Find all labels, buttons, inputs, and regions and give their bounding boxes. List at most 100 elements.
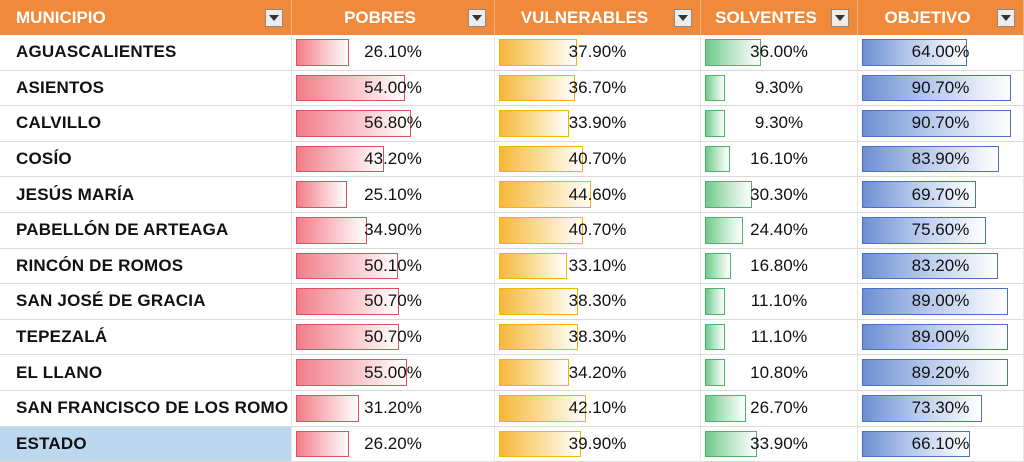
cell-vulnerables[interactable]: 33.90% xyxy=(495,106,701,142)
cell-solventes[interactable]: 9.30% xyxy=(701,70,858,107)
filter-dropdown-icon[interactable] xyxy=(674,8,692,27)
cell-pobres[interactable]: 31.20% xyxy=(292,390,495,427)
cell-municipio[interactable]: PABELLÓN DE ARTEAGA xyxy=(0,212,292,249)
cell-vulnerables[interactable]: 38.30% xyxy=(495,284,701,320)
filter-dropdown-icon[interactable] xyxy=(997,8,1015,27)
cell-vulnerables[interactable]: 38.30% xyxy=(495,319,701,356)
header-pobres: POBRES xyxy=(292,0,495,35)
cell-vulnerables[interactable]: 40.70% xyxy=(495,212,701,249)
cell-pobres[interactable]: 43.20% xyxy=(292,141,495,178)
filter-dropdown-icon[interactable] xyxy=(468,8,486,27)
cell-municipio[interactable]: SAN FRANCISCO DE LOS ROMO xyxy=(0,390,292,427)
filter-dropdown-icon[interactable] xyxy=(265,8,283,27)
cell-value: 40.70% xyxy=(568,149,627,169)
cell-solventes[interactable]: 33.90% xyxy=(701,426,858,462)
cell-value: 83.20% xyxy=(911,255,970,275)
cell-municipio[interactable]: COSÍO xyxy=(0,141,292,178)
cell-value: 38.30% xyxy=(568,327,627,347)
cell-objetivo[interactable]: 64.00% xyxy=(858,35,1024,71)
cell-pobres[interactable]: 34.90% xyxy=(292,212,495,249)
cell-vulnerables[interactable]: 42.10% xyxy=(495,390,701,427)
cell-municipio[interactable]: JESÚS MARÍA xyxy=(0,177,292,213)
cell-objetivo[interactable]: 89.00% xyxy=(858,284,1024,320)
data-bar xyxy=(499,394,586,422)
cell-objetivo[interactable]: 75.60% xyxy=(858,212,1024,249)
cell-solventes[interactable]: 16.80% xyxy=(701,248,858,285)
cell-vulnerables[interactable]: 36.70% xyxy=(495,70,701,107)
cell-vulnerables[interactable]: 39.90% xyxy=(495,426,701,462)
data-bar xyxy=(296,252,398,280)
cell-objetivo[interactable]: 90.70% xyxy=(858,70,1024,107)
cell-value: 11.10% xyxy=(750,291,808,311)
cell-municipio[interactable]: TEPEZALÁ xyxy=(0,319,292,356)
cell-objetivo[interactable]: 83.90% xyxy=(858,141,1024,178)
cell-vulnerables[interactable]: 40.70% xyxy=(495,141,701,178)
cell-municipio[interactable]: CALVILLO xyxy=(0,106,292,142)
cell-municipio[interactable]: AGUASCALIENTES xyxy=(0,35,292,71)
cell-municipio[interactable]: EL LLANO xyxy=(0,355,292,391)
cell-objetivo[interactable]: 90.70% xyxy=(858,106,1024,142)
cell-value: 31.20% xyxy=(364,398,422,418)
cell-solventes[interactable]: 16.10% xyxy=(701,141,858,178)
data-bar xyxy=(296,430,349,458)
data-bar xyxy=(862,110,1011,137)
cell-solventes[interactable]: 10.80% xyxy=(701,355,858,391)
cell-value: 54.00% xyxy=(364,77,422,97)
cell-vulnerables[interactable]: 34.20% xyxy=(495,355,701,391)
header-vulnerables: VULNERABLES xyxy=(495,0,701,35)
cell-pobres[interactable]: 50.10% xyxy=(292,248,495,285)
cell-municipio[interactable]: ASIENTOS xyxy=(0,70,292,107)
data-bar xyxy=(705,74,725,102)
cell-value: 75.60% xyxy=(911,220,970,240)
cell-pobres[interactable]: 50.70% xyxy=(292,319,495,356)
data-bar xyxy=(705,216,743,244)
data-bar xyxy=(499,359,569,386)
cell-municipio[interactable]: RINCÓN DE ROMOS xyxy=(0,248,292,285)
cell-objetivo[interactable]: 89.20% xyxy=(858,355,1024,391)
cell-objetivo[interactable]: 89.00% xyxy=(858,319,1024,356)
cell-solventes[interactable]: 26.70% xyxy=(701,390,858,427)
data-bar xyxy=(499,252,567,280)
cell-value: 55.00% xyxy=(364,362,422,382)
data-bar xyxy=(862,288,1008,315)
header-solventes: SOLVENTES xyxy=(701,0,858,35)
cell-solventes[interactable]: 11.10% xyxy=(701,284,858,320)
cell-pobres[interactable]: 54.00% xyxy=(292,70,495,107)
cell-pobres[interactable]: 26.10% xyxy=(292,35,495,71)
data-table: MUNICIPIO POBRES VULNERABLES SOLVENTES O… xyxy=(0,0,1024,35)
cell-vulnerables[interactable]: 33.10% xyxy=(495,248,701,285)
cell-value: 25.10% xyxy=(364,184,422,204)
data-bar xyxy=(862,39,967,66)
cell-solventes[interactable]: 9.30% xyxy=(701,106,858,142)
data-bar xyxy=(705,394,746,422)
cell-solventes[interactable]: 11.10% xyxy=(701,319,858,356)
data-bar xyxy=(499,39,577,66)
cell-value: 66.10% xyxy=(911,433,970,453)
cell-objetivo[interactable]: 73.30% xyxy=(858,390,1024,427)
cell-pobres[interactable]: 50.70% xyxy=(292,284,495,320)
cell-vulnerables[interactable]: 44.60% xyxy=(495,177,701,213)
cell-pobres[interactable]: 26.20% xyxy=(292,426,495,462)
data-bar xyxy=(862,394,982,422)
data-bar xyxy=(296,110,411,137)
filter-dropdown-icon[interactable] xyxy=(831,8,849,27)
cell-solventes[interactable]: 24.40% xyxy=(701,212,858,249)
cell-municipio[interactable]: SAN JOSÉ DE GRACIA xyxy=(0,284,292,320)
cell-pobres[interactable]: 56.80% xyxy=(292,106,495,142)
data-bar xyxy=(705,288,725,315)
cell-vulnerables[interactable]: 37.90% xyxy=(495,35,701,71)
cell-solventes[interactable]: 36.00% xyxy=(701,35,858,71)
cell-objetivo[interactable]: 69.70% xyxy=(858,177,1024,213)
cell-pobres[interactable]: 55.00% xyxy=(292,355,495,391)
cell-municipio[interactable]: ESTADO xyxy=(0,426,292,462)
cell-value: 11.10% xyxy=(750,327,808,347)
data-bar xyxy=(296,145,384,173)
cell-value: 50.10% xyxy=(364,255,422,275)
cell-objetivo[interactable]: 66.10% xyxy=(858,426,1024,462)
data-bar xyxy=(296,181,347,208)
cell-objetivo[interactable]: 83.20% xyxy=(858,248,1024,285)
cell-pobres[interactable]: 25.10% xyxy=(292,177,495,213)
cell-solventes[interactable]: 30.30% xyxy=(701,177,858,213)
cell-value: 43.20% xyxy=(364,149,422,169)
cell-value: 90.70% xyxy=(911,113,970,133)
